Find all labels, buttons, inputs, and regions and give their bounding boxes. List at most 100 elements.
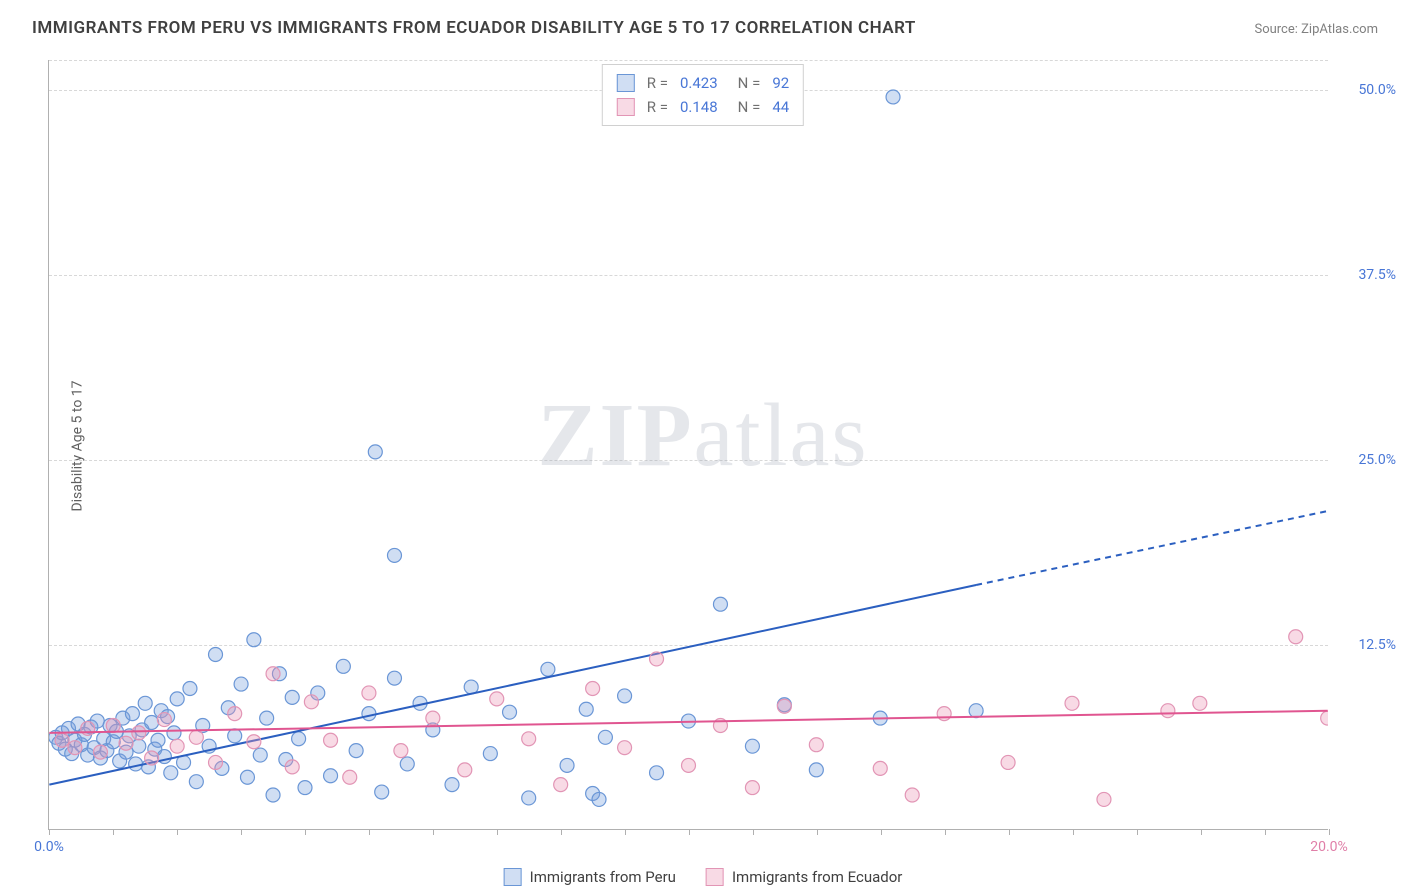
x-tick	[369, 829, 370, 835]
data-point	[682, 758, 696, 772]
data-point	[209, 755, 223, 769]
data-point	[362, 707, 376, 721]
legend-series: Immigrants from Peru Immigrants from Ecua…	[504, 868, 903, 886]
data-point	[937, 707, 951, 721]
data-point	[228, 707, 242, 721]
x-tick	[497, 829, 498, 835]
data-point	[164, 766, 178, 780]
data-point	[886, 90, 900, 104]
data-point	[349, 744, 363, 758]
x-tick-label: 0.0%	[34, 839, 64, 855]
y-tick-label: 12.5%	[1336, 637, 1396, 653]
x-tick	[817, 829, 818, 835]
n-value: 44	[772, 95, 789, 119]
x-tick	[881, 829, 882, 835]
data-point	[247, 735, 261, 749]
x-tick	[177, 829, 178, 835]
data-point	[618, 741, 632, 755]
data-point	[503, 705, 517, 719]
data-point	[189, 775, 203, 789]
data-point	[266, 788, 280, 802]
legend-label: Immigrants from Peru	[530, 868, 676, 886]
data-point	[400, 757, 414, 771]
data-point	[362, 686, 376, 700]
data-point	[170, 739, 184, 753]
data-point	[266, 667, 280, 681]
data-point	[324, 733, 338, 747]
data-point	[541, 662, 555, 676]
data-point	[157, 713, 171, 727]
data-point	[579, 702, 593, 716]
legend-item: Immigrants from Ecuador	[706, 868, 902, 886]
data-point	[167, 726, 181, 740]
data-point	[809, 763, 823, 777]
data-point	[324, 769, 338, 783]
source-attribution: Source: ZipAtlas.com	[1254, 22, 1378, 37]
data-point	[1065, 696, 1079, 710]
x-tick	[689, 829, 690, 835]
data-point	[336, 659, 350, 673]
data-point	[234, 677, 248, 691]
data-point	[298, 781, 312, 795]
data-point	[132, 739, 146, 753]
data-point	[522, 791, 536, 805]
trend-line-dash	[976, 511, 1328, 585]
data-point	[1161, 704, 1175, 718]
data-point	[189, 730, 203, 744]
data-point	[129, 757, 143, 771]
data-point	[1001, 755, 1015, 769]
data-point	[170, 692, 184, 706]
data-point	[106, 718, 120, 732]
data-point	[809, 738, 823, 752]
data-point	[592, 792, 606, 806]
y-tick-label: 25.0%	[1336, 452, 1396, 468]
n-label: N =	[738, 71, 761, 95]
x-tick	[1073, 829, 1074, 835]
chart-title: IMMIGRANTS FROM PERU VS IMMIGRANTS FROM …	[32, 18, 916, 38]
data-point	[458, 763, 472, 777]
plot-area: 12.5%25.0%37.5%50.0%0.0%20.0%	[48, 60, 1328, 830]
r-value: 0.423	[680, 71, 718, 95]
data-point	[228, 729, 242, 743]
n-value: 92	[772, 71, 789, 95]
data-point	[119, 736, 133, 750]
data-point	[426, 711, 440, 725]
data-point	[560, 758, 574, 772]
data-point	[745, 739, 759, 753]
data-point	[445, 778, 459, 792]
data-point	[375, 785, 389, 799]
legend-stats-row: R =0.148N =44	[617, 95, 789, 119]
legend-stats-row: R =0.423N =92	[617, 71, 789, 95]
data-point	[292, 732, 306, 746]
x-tick	[1329, 829, 1330, 835]
data-point	[93, 745, 107, 759]
x-tick	[625, 829, 626, 835]
legend-swatch	[617, 74, 635, 92]
x-tick	[305, 829, 306, 835]
data-point	[745, 781, 759, 795]
data-point	[554, 778, 568, 792]
data-point	[1321, 711, 1328, 725]
data-point	[183, 682, 197, 696]
x-tick	[1201, 829, 1202, 835]
data-point	[343, 770, 357, 784]
y-tick-label: 37.5%	[1336, 267, 1396, 283]
source-link[interactable]: ZipAtlas.com	[1301, 22, 1378, 37]
data-point	[138, 696, 152, 710]
x-tick	[1265, 829, 1266, 835]
r-value: 0.148	[680, 95, 718, 119]
data-point	[387, 548, 401, 562]
legend-label: Immigrants from Ecuador	[732, 868, 902, 886]
data-point	[1193, 696, 1207, 710]
legend-swatch	[617, 98, 635, 116]
x-tick	[113, 829, 114, 835]
x-tick	[433, 829, 434, 835]
source-prefix: Source:	[1254, 22, 1301, 37]
legend-item: Immigrants from Peru	[504, 868, 676, 886]
x-tick	[1009, 829, 1010, 835]
data-point	[368, 445, 382, 459]
data-point	[81, 721, 95, 735]
x-tick	[753, 829, 754, 835]
x-tick	[561, 829, 562, 835]
data-point	[247, 633, 261, 647]
